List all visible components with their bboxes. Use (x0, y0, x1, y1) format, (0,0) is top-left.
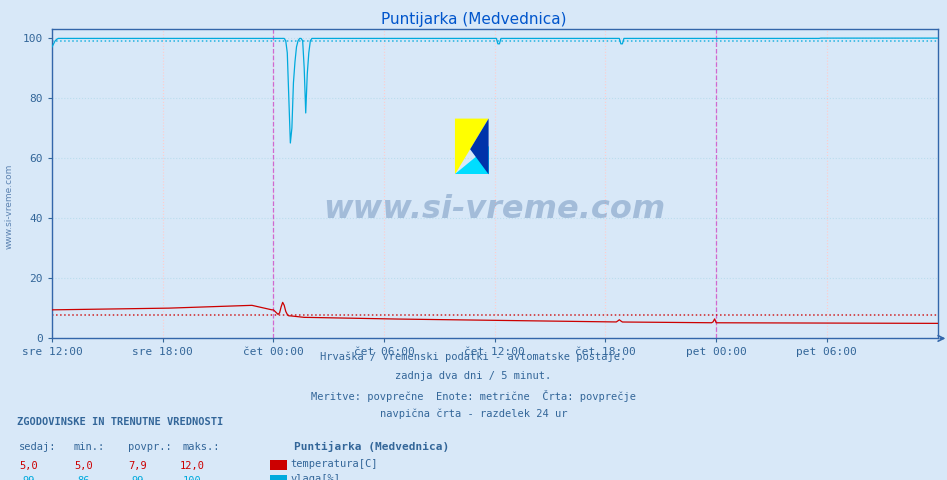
Text: sedaj:: sedaj: (19, 442, 57, 452)
Text: min.:: min.: (74, 442, 105, 452)
Text: Hrvaška / vremenski podatki - avtomatske postaje.: Hrvaška / vremenski podatki - avtomatske… (320, 351, 627, 362)
Polygon shape (455, 119, 489, 174)
Text: 99: 99 (22, 476, 35, 480)
Text: ZGODOVINSKE IN TRENUTNE VREDNOSTI: ZGODOVINSKE IN TRENUTNE VREDNOSTI (17, 417, 223, 427)
Text: 100: 100 (183, 476, 202, 480)
Polygon shape (455, 146, 489, 174)
Text: Puntijarka (Medvednica): Puntijarka (Medvednica) (294, 441, 449, 452)
Text: temperatura[C]: temperatura[C] (291, 459, 378, 469)
Text: vlaga[%]: vlaga[%] (291, 474, 341, 480)
Text: 12,0: 12,0 (180, 461, 205, 471)
Text: 5,0: 5,0 (19, 461, 38, 471)
Text: 99: 99 (131, 476, 144, 480)
Text: www.si-vreme.com: www.si-vreme.com (324, 194, 666, 226)
Text: zadnja dva dni / 5 minut.: zadnja dva dni / 5 minut. (396, 371, 551, 381)
Text: maks.:: maks.: (183, 442, 221, 452)
Polygon shape (470, 119, 489, 174)
Text: Puntijarka (Medvednica): Puntijarka (Medvednica) (381, 12, 566, 27)
Text: 7,9: 7,9 (128, 461, 147, 471)
Text: www.si-vreme.com: www.si-vreme.com (5, 164, 14, 249)
Text: 86: 86 (77, 476, 90, 480)
Text: 5,0: 5,0 (74, 461, 93, 471)
Text: povpr.:: povpr.: (128, 442, 171, 452)
Text: navpična črta - razdelek 24 ur: navpična črta - razdelek 24 ur (380, 409, 567, 420)
Text: Meritve: povprečne  Enote: metrične  Črta: povprečje: Meritve: povprečne Enote: metrične Črta:… (311, 390, 636, 402)
